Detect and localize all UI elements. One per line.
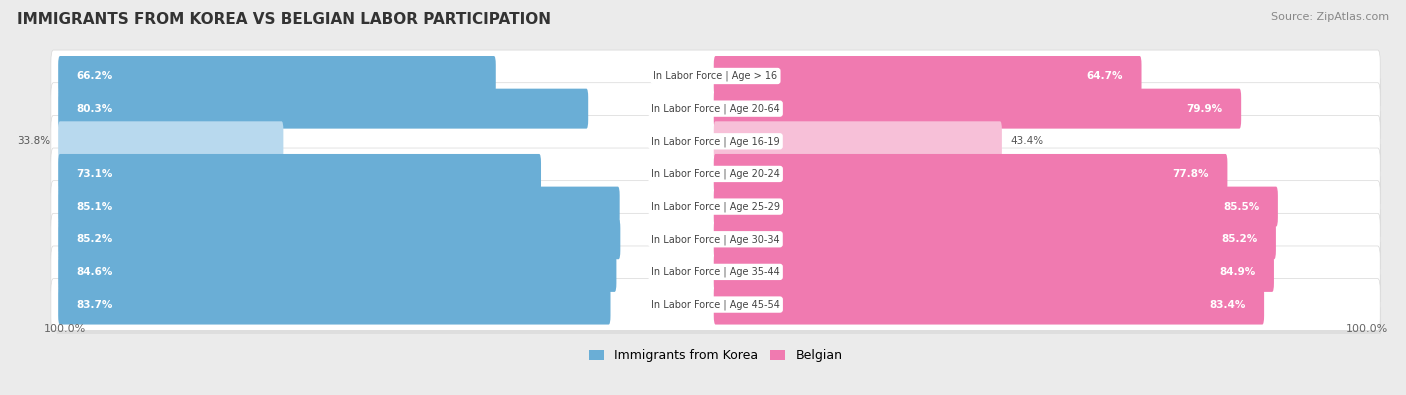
FancyBboxPatch shape [56, 111, 1381, 139]
FancyBboxPatch shape [56, 209, 1381, 237]
Text: Source: ZipAtlas.com: Source: ZipAtlas.com [1271, 12, 1389, 22]
FancyBboxPatch shape [714, 252, 1274, 292]
FancyBboxPatch shape [714, 88, 1241, 129]
Text: 100.0%: 100.0% [1346, 324, 1388, 334]
Text: 33.8%: 33.8% [17, 136, 51, 146]
Text: 73.1%: 73.1% [76, 169, 112, 179]
FancyBboxPatch shape [58, 252, 616, 292]
FancyBboxPatch shape [51, 181, 1381, 233]
FancyBboxPatch shape [56, 79, 1381, 106]
Text: 77.8%: 77.8% [1173, 169, 1209, 179]
FancyBboxPatch shape [56, 242, 1381, 269]
FancyBboxPatch shape [56, 144, 1381, 171]
Text: In Labor Force | Age 45-54: In Labor Force | Age 45-54 [651, 299, 780, 310]
Text: 85.5%: 85.5% [1223, 201, 1260, 212]
FancyBboxPatch shape [58, 219, 620, 259]
FancyBboxPatch shape [58, 154, 541, 194]
Text: In Labor Force | Age 20-64: In Labor Force | Age 20-64 [651, 103, 780, 114]
FancyBboxPatch shape [714, 284, 1264, 325]
Text: 79.9%: 79.9% [1187, 103, 1223, 114]
Text: In Labor Force | Age 30-34: In Labor Force | Age 30-34 [651, 234, 780, 245]
FancyBboxPatch shape [56, 275, 1381, 302]
FancyBboxPatch shape [51, 50, 1381, 102]
FancyBboxPatch shape [56, 307, 1381, 335]
FancyBboxPatch shape [51, 148, 1381, 200]
FancyBboxPatch shape [51, 278, 1381, 331]
Text: 66.2%: 66.2% [76, 71, 112, 81]
FancyBboxPatch shape [714, 186, 1278, 227]
Text: In Labor Force | Age 20-24: In Labor Force | Age 20-24 [651, 169, 780, 179]
FancyBboxPatch shape [58, 56, 496, 96]
Legend: Immigrants from Korea, Belgian: Immigrants from Korea, Belgian [589, 349, 842, 362]
FancyBboxPatch shape [58, 88, 588, 129]
FancyBboxPatch shape [714, 56, 1142, 96]
Text: In Labor Force | Age 25-29: In Labor Force | Age 25-29 [651, 201, 780, 212]
Text: In Labor Force | Age > 16: In Labor Force | Age > 16 [654, 71, 778, 81]
FancyBboxPatch shape [51, 115, 1381, 167]
FancyBboxPatch shape [714, 219, 1275, 259]
FancyBboxPatch shape [58, 186, 620, 227]
FancyBboxPatch shape [51, 83, 1381, 135]
FancyBboxPatch shape [714, 154, 1227, 194]
FancyBboxPatch shape [58, 284, 610, 325]
FancyBboxPatch shape [58, 121, 284, 161]
FancyBboxPatch shape [51, 213, 1381, 265]
Text: 43.4%: 43.4% [1010, 136, 1043, 146]
Text: 85.2%: 85.2% [76, 234, 112, 244]
Text: IMMIGRANTS FROM KOREA VS BELGIAN LABOR PARTICIPATION: IMMIGRANTS FROM KOREA VS BELGIAN LABOR P… [17, 12, 551, 27]
Text: In Labor Force | Age 35-44: In Labor Force | Age 35-44 [651, 267, 780, 277]
Text: 85.1%: 85.1% [76, 201, 112, 212]
Text: 83.4%: 83.4% [1209, 299, 1246, 310]
Text: 64.7%: 64.7% [1087, 71, 1123, 81]
FancyBboxPatch shape [56, 177, 1381, 204]
Text: 84.6%: 84.6% [76, 267, 112, 277]
Text: 84.9%: 84.9% [1219, 267, 1256, 277]
Text: 100.0%: 100.0% [44, 324, 86, 334]
Text: 83.7%: 83.7% [76, 299, 112, 310]
FancyBboxPatch shape [51, 246, 1381, 298]
Text: In Labor Force | Age 16-19: In Labor Force | Age 16-19 [651, 136, 780, 147]
Text: 80.3%: 80.3% [76, 103, 112, 114]
Text: 85.2%: 85.2% [1222, 234, 1257, 244]
FancyBboxPatch shape [714, 121, 1002, 161]
